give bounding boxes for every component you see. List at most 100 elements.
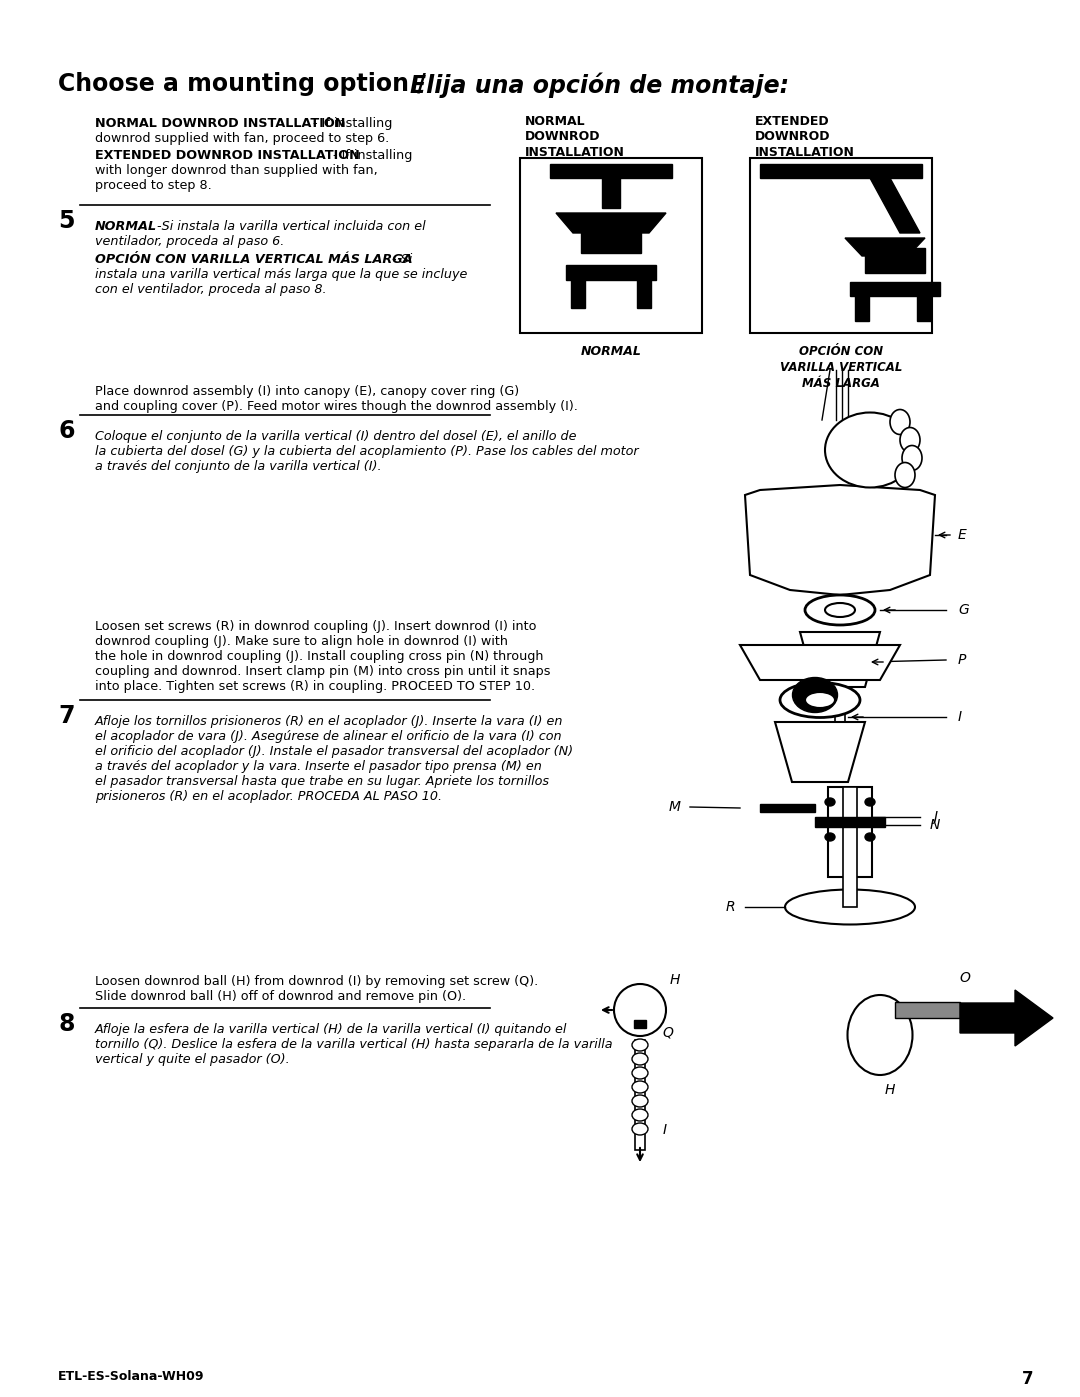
Text: Loosen set screws (R) in downrod coupling (J). Insert downrod (I) into: Loosen set screws (R) in downrod couplin…	[95, 620, 537, 633]
Bar	[602, 177, 620, 208]
Text: Loosen downrod ball (H) from downrod (I) by removing set screw (Q).: Loosen downrod ball (H) from downrod (I)…	[95, 975, 538, 988]
Text: downrod supplied with fan, proceed to step 6.: downrod supplied with fan, proceed to st…	[95, 131, 389, 145]
Bar	[566, 265, 656, 279]
Text: ETL-ES-Solana-WH09: ETL-ES-Solana-WH09	[58, 1370, 204, 1383]
Text: prisioneros (R) en el acoplador. PROCEDA AL PASO 10.: prisioneros (R) en el acoplador. PROCEDA…	[95, 789, 442, 803]
Polygon shape	[845, 237, 924, 256]
Text: E: E	[958, 528, 967, 542]
Bar	[917, 296, 931, 321]
Ellipse shape	[805, 595, 875, 624]
Ellipse shape	[632, 1053, 648, 1065]
Text: downrod coupling (J). Make sure to align hole in downrod (I) with: downrod coupling (J). Make sure to align…	[95, 636, 508, 648]
Text: coupling and downrod. Insert clamp pin (M) into cross pin until it snaps: coupling and downrod. Insert clamp pin (…	[95, 665, 551, 678]
Text: - Si: - Si	[388, 253, 413, 265]
Text: with longer downrod than supplied with fan,: with longer downrod than supplied with f…	[95, 163, 378, 177]
Text: Slide downrod ball (H) off of downrod and remove pin (O).: Slide downrod ball (H) off of downrod an…	[95, 990, 467, 1003]
Text: 5: 5	[58, 210, 75, 233]
Text: I: I	[958, 710, 962, 724]
Ellipse shape	[780, 683, 860, 718]
Polygon shape	[745, 485, 935, 595]
Bar	[635, 1039, 645, 1150]
Text: G: G	[958, 604, 969, 617]
Bar	[581, 225, 642, 253]
Text: 8: 8	[58, 1011, 75, 1037]
Bar	[815, 817, 885, 827]
Text: - If installing: - If installing	[329, 149, 413, 162]
Ellipse shape	[805, 692, 835, 708]
Text: H: H	[670, 972, 680, 988]
Ellipse shape	[865, 833, 875, 841]
Bar	[828, 787, 872, 877]
Ellipse shape	[825, 604, 855, 617]
Text: - If installing: - If installing	[309, 117, 392, 130]
Text: el pasador transversal hasta que trabe en su lugar. Apriete los tornillos: el pasador transversal hasta que trabe e…	[95, 775, 549, 788]
Ellipse shape	[902, 446, 922, 471]
Ellipse shape	[848, 995, 913, 1076]
Bar	[760, 805, 815, 812]
Text: P: P	[958, 652, 967, 666]
Ellipse shape	[632, 1123, 648, 1134]
Ellipse shape	[825, 798, 835, 806]
Bar	[895, 1002, 960, 1018]
Text: Afloje los tornillos prisioneros (R) en el acoplador (J). Inserte la vara (I) en: Afloje los tornillos prisioneros (R) en …	[95, 715, 564, 728]
Text: NORMAL DOWNROD INSTALLATION: NORMAL DOWNROD INSTALLATION	[95, 117, 346, 130]
Text: 7: 7	[1022, 1370, 1034, 1389]
Bar	[855, 296, 869, 321]
Polygon shape	[960, 990, 1053, 1046]
Text: M: M	[669, 800, 681, 814]
Polygon shape	[870, 177, 920, 233]
Text: Q: Q	[662, 1025, 674, 1039]
Text: H: H	[885, 1083, 895, 1097]
Text: -Si instala la varilla vertical incluida con el: -Si instala la varilla vertical incluida…	[153, 219, 426, 233]
Bar	[760, 163, 922, 177]
Text: NORMAL: NORMAL	[95, 219, 157, 233]
Text: O: O	[959, 971, 971, 985]
Text: OPCIÓN CON VARILLA VERTICAL MÁS LARGA: OPCIÓN CON VARILLA VERTICAL MÁS LARGA	[95, 253, 413, 265]
Bar	[550, 163, 672, 177]
Text: 6: 6	[58, 419, 75, 443]
Text: Coloque el conjunto de la varilla vertical (I) dentro del dosel (E), el anillo d: Coloque el conjunto de la varilla vertic…	[95, 430, 577, 443]
Ellipse shape	[900, 427, 920, 453]
Ellipse shape	[825, 412, 915, 488]
Bar	[519, 158, 702, 332]
Text: Elija una opción de montaje:: Elija una opción de montaje:	[410, 73, 789, 98]
Bar	[637, 278, 651, 307]
Ellipse shape	[632, 1081, 648, 1092]
Polygon shape	[800, 631, 880, 687]
Text: a través del conjunto de la varilla vertical (I).: a través del conjunto de la varilla vert…	[95, 460, 381, 474]
Ellipse shape	[632, 1109, 648, 1120]
Text: and coupling cover (P). Feed motor wires though the downrod assembly (I).: and coupling cover (P). Feed motor wires…	[95, 400, 578, 414]
Ellipse shape	[865, 798, 875, 806]
Ellipse shape	[895, 462, 915, 488]
Ellipse shape	[615, 983, 666, 1037]
Text: proceed to step 8.: proceed to step 8.	[95, 179, 212, 191]
Text: Afloje la esfera de la varilla vertical (H) de la varilla vertical (I) quitando : Afloje la esfera de la varilla vertical …	[95, 1023, 567, 1037]
Text: instala una varilla vertical más larga que la que se incluye: instala una varilla vertical más larga q…	[95, 268, 468, 281]
Ellipse shape	[632, 1039, 648, 1051]
Bar	[835, 692, 845, 747]
Ellipse shape	[785, 890, 915, 925]
Text: into place. Tighten set screws (R) in coupling. PROCEED TO STEP 10.: into place. Tighten set screws (R) in co…	[95, 680, 535, 693]
Ellipse shape	[632, 1095, 648, 1106]
Text: 7: 7	[58, 704, 75, 728]
Text: EXTENDED DOWNROD INSTALLATION: EXTENDED DOWNROD INSTALLATION	[95, 149, 360, 162]
Text: el acoplador de vara (J). Asegúrese de alinear el orificio de la vara (I) con: el acoplador de vara (J). Asegúrese de a…	[95, 731, 562, 743]
Text: NORMAL
DOWNROD
INSTALLATION: NORMAL DOWNROD INSTALLATION	[525, 115, 625, 159]
Text: la cubierta del dosel (G) y la cubierta del acoplamiento (P). Pase los cables de: la cubierta del dosel (G) y la cubierta …	[95, 446, 638, 458]
Text: I: I	[663, 1123, 667, 1137]
Bar	[850, 282, 940, 296]
Polygon shape	[775, 722, 865, 782]
Ellipse shape	[793, 678, 837, 712]
Text: el orificio del acoplador (J). Instale el pasador transversal del acoplador (N): el orificio del acoplador (J). Instale e…	[95, 745, 573, 759]
Ellipse shape	[632, 1067, 648, 1078]
Text: OPCIÓN CON
VARILLA VERTICAL
MÁS LARGA: OPCIÓN CON VARILLA VERTICAL MÁS LARGA	[780, 345, 902, 390]
Polygon shape	[740, 645, 900, 680]
Ellipse shape	[825, 833, 835, 841]
Text: Place downrod assembly (I) into canopy (E), canopy cover ring (G): Place downrod assembly (I) into canopy (…	[95, 386, 519, 398]
Text: NORMAL: NORMAL	[581, 345, 642, 358]
Text: vertical y quite el pasador (O).: vertical y quite el pasador (O).	[95, 1053, 289, 1066]
Bar	[750, 158, 932, 332]
Text: J: J	[933, 810, 937, 824]
Text: N: N	[930, 819, 941, 833]
Text: con el ventilador, proceda al paso 8.: con el ventilador, proceda al paso 8.	[95, 284, 326, 296]
